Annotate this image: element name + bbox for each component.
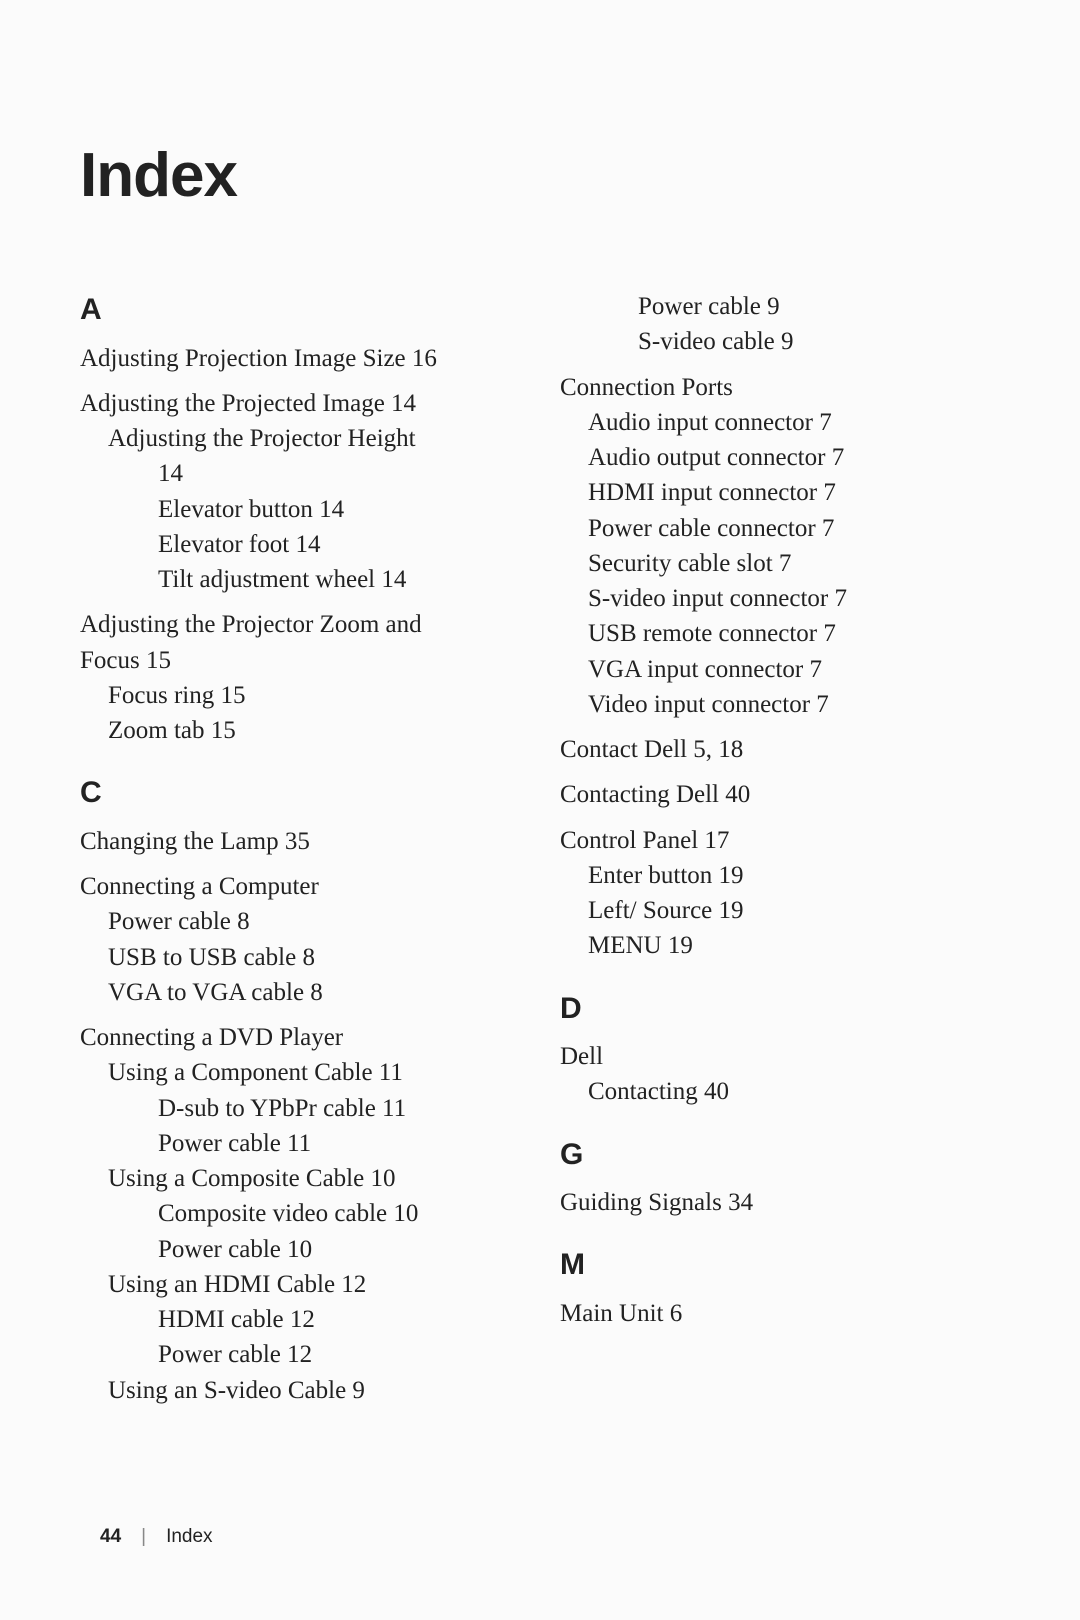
index-letter-heading: D xyxy=(560,990,1000,1028)
index-entry: Elevator foot 14 xyxy=(80,529,520,560)
index-entry-group: Connecting a Computer Power cable 8 USB to… xyxy=(80,871,520,1008)
index-column-left: A Adjusting Projection Image Size 16 Adjus… xyxy=(80,291,520,1420)
index-letter-heading: A xyxy=(80,291,520,329)
index-entry: HDMI cable 12 xyxy=(80,1304,520,1335)
index-entry: Power cable 9 xyxy=(560,291,1000,322)
index-entry: Connecting a Computer xyxy=(80,871,520,902)
index-entry: Control Panel 17 xyxy=(560,825,1000,856)
index-entry: D-sub to YPbPr cable 11 xyxy=(80,1093,520,1124)
index-entry-group: Power cable 9 S-video cable 9 xyxy=(560,291,1000,358)
index-entry: Power cable 12 xyxy=(80,1339,520,1370)
index-entry: Using a Component Cable 11 xyxy=(80,1057,520,1088)
index-entry: Main Unit 6 xyxy=(560,1298,1000,1329)
index-entry-group: Adjusting Projection Image Size 16 xyxy=(80,343,520,374)
footer-page-number: 44 xyxy=(100,1526,121,1548)
index-entry-group: Contact Dell 5, 18 xyxy=(560,734,1000,765)
page-title: Index xyxy=(80,140,1000,211)
index-entry: Contacting Dell 40 xyxy=(560,779,1000,810)
index-entry: Guiding Signals 34 xyxy=(560,1187,1000,1218)
index-entry: Enter button 19 xyxy=(560,860,1000,891)
index-entry: Connecting a DVD Player xyxy=(80,1022,520,1053)
index-entry-group: Main Unit 6 xyxy=(560,1298,1000,1329)
index-entry: Focus 15 xyxy=(80,645,520,676)
index-entry: Focus ring 15 xyxy=(80,680,520,711)
index-entry: Contacting 40 xyxy=(560,1076,1000,1107)
index-entry: Tilt adjustment wheel 14 xyxy=(80,564,520,595)
index-entry-group: Changing the Lamp 35 xyxy=(80,826,520,857)
index-entry: Power cable 10 xyxy=(80,1234,520,1265)
index-entry: Power cable connector 7 xyxy=(560,513,1000,544)
index-entry: Zoom tab 15 xyxy=(80,715,520,746)
index-entry-group: Contacting Dell 40 xyxy=(560,779,1000,810)
index-entry: Contact Dell 5, 18 xyxy=(560,734,1000,765)
index-entry: VGA input connector 7 xyxy=(560,654,1000,685)
index-entry: Left/ Source 19 xyxy=(560,895,1000,926)
index-entry-group: Adjusting the Projected Image 14 Adjustin… xyxy=(80,388,520,596)
index-entry: Using an HDMI Cable 12 xyxy=(80,1269,520,1300)
index-entry: Elevator button 14 xyxy=(80,494,520,525)
page-footer: 44 | Index xyxy=(100,1526,213,1548)
index-entry: Security cable slot 7 xyxy=(560,548,1000,579)
index-entry: Using a Composite Cable 10 xyxy=(80,1163,520,1194)
footer-label: Index xyxy=(166,1526,212,1548)
index-entry: Adjusting the Projector Height xyxy=(80,423,520,454)
index-entry: S-video input connector 7 xyxy=(560,583,1000,614)
index-entry: Dell xyxy=(560,1041,1000,1072)
index-entry: Video input connector 7 xyxy=(560,689,1000,720)
index-entry: Audio input connector 7 xyxy=(560,407,1000,438)
index-entry: Power cable 8 xyxy=(80,906,520,937)
index-entry: HDMI input connector 7 xyxy=(560,477,1000,508)
index-entry: USB to USB cable 8 xyxy=(80,942,520,973)
index-entry: USB remote connector 7 xyxy=(560,618,1000,649)
index-entry: Composite video cable 10 xyxy=(80,1198,520,1229)
footer-separator: | xyxy=(141,1526,146,1548)
index-entry-group: Adjusting the Projector Zoom and Focus 15… xyxy=(80,609,520,746)
index-entry: Connection Ports xyxy=(560,372,1000,403)
index-column-right: Power cable 9 S-video cable 9 Connection P… xyxy=(560,291,1000,1420)
index-entry-group: Connection Ports Audio input connector 7 A… xyxy=(560,372,1000,721)
index-entry-group: Guiding Signals 34 xyxy=(560,1187,1000,1218)
index-page: Index A Adjusting Projection Image Size 1… xyxy=(0,0,1080,1620)
index-entry-group: Control Panel 17 Enter button 19 Left/ Sou… xyxy=(560,825,1000,962)
index-entry: Adjusting the Projector Zoom and xyxy=(80,609,520,640)
index-entry: Adjusting Projection Image Size 16 xyxy=(80,343,520,374)
index-letter-heading: G xyxy=(560,1136,1000,1174)
index-letter-heading: M xyxy=(560,1246,1000,1284)
index-entry: MENU 19 xyxy=(560,930,1000,961)
index-entry: Changing the Lamp 35 xyxy=(80,826,520,857)
index-entry: Using an S-video Cable 9 xyxy=(80,1375,520,1406)
index-entry: VGA to VGA cable 8 xyxy=(80,977,520,1008)
index-entry-group: Connecting a DVD Player Using a Component… xyxy=(80,1022,520,1406)
index-entry-group: Dell Contacting 40 xyxy=(560,1041,1000,1108)
index-entry: 14 xyxy=(80,458,520,489)
index-entry: Audio output connector 7 xyxy=(560,442,1000,473)
index-entry: Adjusting the Projected Image 14 xyxy=(80,388,520,419)
index-entry: Power cable 11 xyxy=(80,1128,520,1159)
index-entry: S-video cable 9 xyxy=(560,326,1000,357)
index-letter-heading: C xyxy=(80,774,520,812)
index-columns: A Adjusting Projection Image Size 16 Adjus… xyxy=(80,291,1000,1420)
